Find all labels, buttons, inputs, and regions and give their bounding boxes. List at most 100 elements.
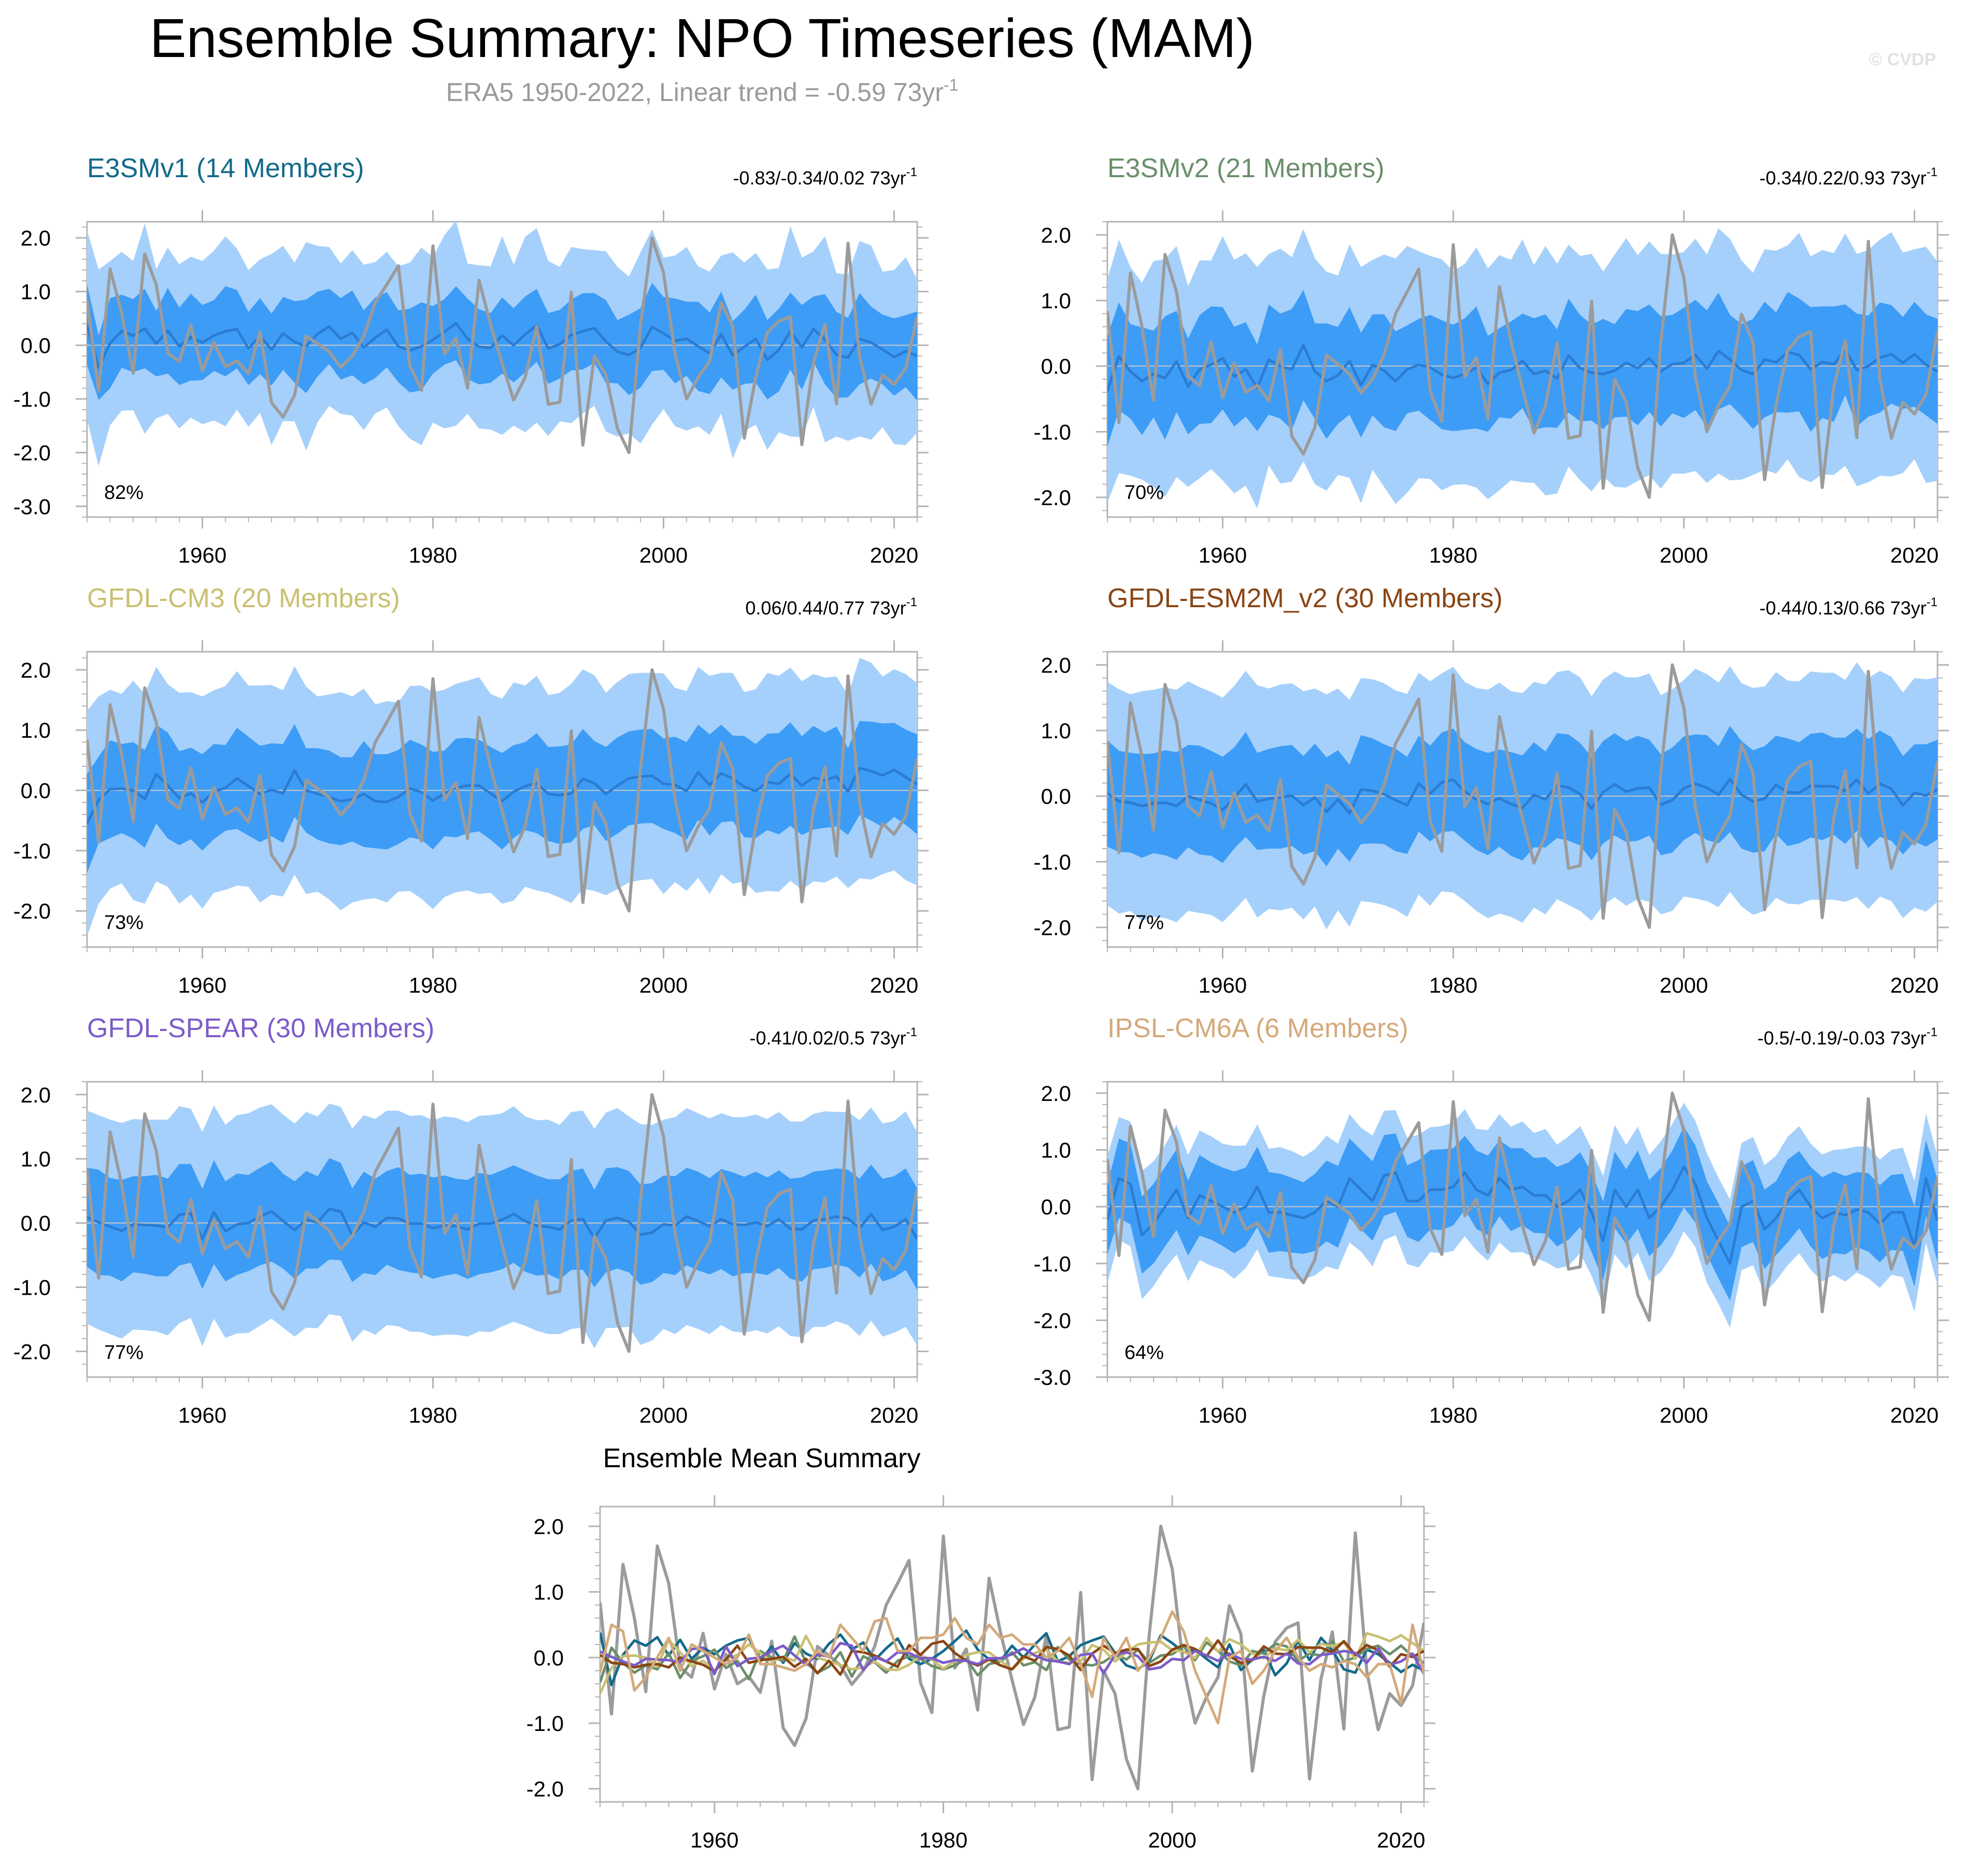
panel-3-trend-exponent: -1 bbox=[906, 595, 917, 609]
panel-6-y-tick-label: 0.0 bbox=[1041, 1195, 1071, 1219]
panel-3-trend-label: 0.06/0.44/0.77 73yr-1 bbox=[745, 595, 917, 619]
panel-4-x-tick-label: 1960 bbox=[1199, 973, 1247, 997]
panel-1-x-tick-label: 2020 bbox=[870, 543, 918, 567]
panel-5-y-tick-label: 0.0 bbox=[21, 1211, 51, 1236]
panel-4-y-tick-label: 0.0 bbox=[1041, 784, 1071, 809]
summary-y-tick-label: 2.0 bbox=[534, 1514, 564, 1539]
panel-1-observed-line bbox=[87, 236, 917, 454]
panel-2: 1960 1980 2000 2020 2.0 1.0 0.0 -1.0 -2.0 E3SMv2 … bbox=[1034, 153, 1949, 567]
summary-y-tick-label: 1.0 bbox=[534, 1580, 564, 1605]
panel-6-title: IPSL-CM6A (6 Members) bbox=[1107, 1013, 1408, 1043]
panel-6-x-tick-label: 1980 bbox=[1429, 1403, 1477, 1427]
panel-4-y-tick-label: 2.0 bbox=[1041, 653, 1071, 677]
summary-series-e3smv1 bbox=[600, 1629, 1424, 1686]
panel-2-trend-label: -0.34/0.22/0.93 73yr-1 bbox=[1759, 165, 1937, 189]
panel-4-y-tick-label: -1.0 bbox=[1034, 850, 1071, 874]
panel-6-percent-label: 64% bbox=[1124, 1342, 1164, 1364]
panel-6-y-tick-label: 2.0 bbox=[1041, 1081, 1071, 1106]
panel-3: 1960 1980 2000 2020 2.0 1.0 0.0 -1.0 -2.0 GFDL-CM… bbox=[13, 583, 929, 997]
panel-5-y-tick-label: -2.0 bbox=[13, 1339, 51, 1364]
panel-6-ensemble-mean-line bbox=[1107, 1165, 1937, 1265]
panel-3-inner-spread-band bbox=[87, 721, 917, 873]
panel-4-y-tick-label: 1.0 bbox=[1041, 719, 1071, 743]
panel-2-x-tick-label: 2000 bbox=[1660, 543, 1708, 567]
panel-6-y-tick-label: 1.0 bbox=[1041, 1138, 1071, 1163]
panel-6-x-tick-label: 1960 bbox=[1199, 1403, 1247, 1427]
panel-5-trend-label: -0.41/0.02/0.5 73yr-1 bbox=[749, 1025, 917, 1049]
panel-3-y-tick-label: 2.0 bbox=[21, 658, 51, 682]
panel-4-ensemble-mean-line bbox=[1107, 778, 1937, 815]
panel-2-x-tick-label: 2020 bbox=[1890, 543, 1939, 567]
summary-title: Ensemble Mean Summary bbox=[603, 1443, 921, 1473]
panel-1-y-tick-label: -1.0 bbox=[13, 387, 51, 411]
panel-4-percent-label: 77% bbox=[1124, 912, 1164, 934]
summary-x-tick-label: 2000 bbox=[1148, 1828, 1196, 1852]
panel-4-x-tick-label: 2020 bbox=[1890, 973, 1939, 997]
panel-6-plot-area bbox=[1107, 1091, 1937, 1328]
panel-5-x-tick-label: 1960 bbox=[178, 1403, 226, 1427]
panel-1-y-tick-label: 0.0 bbox=[21, 333, 51, 357]
panel-2-y-tick-label: 0.0 bbox=[1041, 354, 1071, 379]
summary-y-tick-label: 0.0 bbox=[534, 1645, 564, 1670]
panel-3-title: GFDL-CM3 (20 Members) bbox=[87, 583, 400, 613]
panel-2-y-tick-label: 2.0 bbox=[1041, 223, 1071, 247]
panel-2-plot-area bbox=[1107, 228, 1937, 509]
panel-4-trend-exponent: -1 bbox=[1927, 595, 1937, 609]
panel-5-y-tick-label: 1.0 bbox=[21, 1147, 51, 1171]
panel-2-y-tick-label: -1.0 bbox=[1034, 420, 1071, 444]
panel-2-trend-exponent: -1 bbox=[1927, 165, 1937, 179]
subtitle-exponent: -1 bbox=[944, 76, 958, 94]
panel-2-y-tick-label: 1.0 bbox=[1041, 289, 1071, 313]
summary-x-tick-label: 2020 bbox=[1377, 1828, 1425, 1852]
panel-1-ensemble-mean-line bbox=[87, 322, 917, 369]
copyright-mark: © CVDP bbox=[1869, 50, 1936, 69]
panel-2-ensemble-mean-line bbox=[1107, 343, 1937, 392]
panel-1-trend-exponent: -1 bbox=[906, 165, 917, 179]
panel-5-title: GFDL-SPEAR (30 Members) bbox=[87, 1013, 434, 1043]
panel-2-inner-spread-band bbox=[1107, 290, 1937, 447]
panel-4-plot-area bbox=[1107, 662, 1937, 929]
summary-x-tick-label: 1960 bbox=[690, 1828, 738, 1852]
panel-1-x-tick-label: 1980 bbox=[409, 543, 457, 567]
panel-1-y-tick-label: -3.0 bbox=[13, 494, 51, 519]
panel-1-trend-label: -0.83/-0.34/0.02 73yr-1 bbox=[733, 165, 917, 189]
panel-2-trend-text: -0.34/0.22/0.93 73yr bbox=[1759, 167, 1926, 189]
panel-1-inner-spread-band bbox=[87, 283, 917, 401]
panel-5-y-tick-label: -1.0 bbox=[13, 1276, 51, 1300]
panel-3-percent-label: 73% bbox=[104, 912, 144, 934]
ensemble-mean-summary-panel: 1960 1980 2000 2020 2.0 1.0 0.0 -1.0 -2.0 Ensembl… bbox=[526, 1443, 1435, 1852]
panel-5-observed-line bbox=[87, 1093, 917, 1353]
figure-title: Ensemble Summary: NPO Timeseries (MAM) bbox=[150, 8, 1255, 69]
panel-6-y-tick-label: -2.0 bbox=[1034, 1308, 1071, 1333]
summary-observed-line bbox=[600, 1525, 1424, 1791]
panel-4-trend-text: -0.44/0.13/0.66 73yr bbox=[1759, 597, 1926, 619]
panel-6-trend-text: -0.5/-0.19/-0.03 73yr bbox=[1757, 1027, 1926, 1049]
summary-series-gfdl-spear bbox=[600, 1642, 1424, 1675]
panel-1-x-tick-label: 2000 bbox=[639, 543, 688, 567]
summary-x-tick-label: 1980 bbox=[919, 1828, 967, 1852]
panel-5-plot-area bbox=[87, 1093, 917, 1353]
panel-4-x-tick-label: 2000 bbox=[1660, 973, 1708, 997]
subtitle-text: ERA5 1950-2022, Linear trend = -0.59 73y… bbox=[446, 78, 944, 107]
panel-3-trend-text: 0.06/0.44/0.77 73yr bbox=[745, 597, 906, 619]
panel-1-trend-text: -0.83/-0.34/0.02 73yr bbox=[733, 167, 906, 189]
panel-1-percent-label: 82% bbox=[104, 482, 144, 504]
panel-6-observed-line bbox=[1107, 1091, 1937, 1322]
panel-2-x-tick-label: 1980 bbox=[1429, 543, 1477, 567]
panel-6: 1960 1980 2000 2020 2.0 1.0 0.0 -1.0 -2.0 -3.0 IPS… bbox=[1034, 1013, 1949, 1427]
summary-series-e3smv2 bbox=[600, 1635, 1424, 1683]
panel-6-trend-exponent: -1 bbox=[1927, 1025, 1937, 1039]
panel-1-x-tick-label: 1960 bbox=[178, 543, 226, 567]
panel-3-observed-line bbox=[87, 668, 917, 913]
summary-plot-area bbox=[600, 1525, 1424, 1791]
panel-2-percent-label: 70% bbox=[1124, 482, 1164, 504]
summary-y-tick-label: -1.0 bbox=[526, 1711, 564, 1736]
panel-5-percent-label: 77% bbox=[104, 1342, 144, 1364]
panel-3-x-tick-label: 1980 bbox=[409, 973, 457, 997]
panel-6-y-tick-label: -1.0 bbox=[1034, 1252, 1071, 1276]
panel-4-x-tick-label: 1980 bbox=[1429, 973, 1477, 997]
panel-4-observed-line bbox=[1107, 663, 1937, 929]
panel-1-y-tick-label: -2.0 bbox=[13, 441, 51, 465]
panel-3-y-tick-label: -1.0 bbox=[13, 839, 51, 863]
